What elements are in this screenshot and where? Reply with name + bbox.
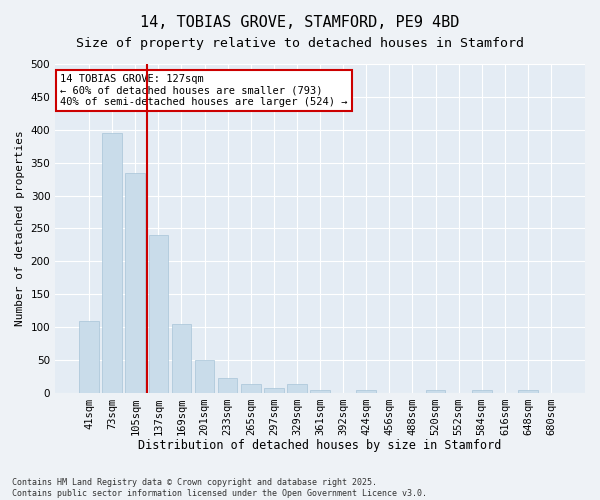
Bar: [79, 320, 99, 393]
Text: 14, TOBIAS GROVE, STAMFORD, PE9 4BD: 14, TOBIAS GROVE, STAMFORD, PE9 4BD: [140, 15, 460, 30]
Bar: [195, 360, 214, 393]
Bar: [241, 384, 260, 393]
Y-axis label: Number of detached properties: Number of detached properties: [15, 130, 25, 326]
X-axis label: Distribution of detached houses by size in Stamford: Distribution of detached houses by size …: [139, 440, 502, 452]
Bar: [472, 390, 491, 393]
Bar: [149, 235, 168, 393]
Bar: [518, 390, 538, 393]
Bar: [125, 172, 145, 393]
Bar: [103, 133, 122, 393]
Bar: [310, 390, 330, 393]
Bar: [172, 324, 191, 393]
Bar: [218, 378, 238, 393]
Bar: [287, 384, 307, 393]
Bar: [426, 390, 445, 393]
Bar: [356, 390, 376, 393]
Text: Contains HM Land Registry data © Crown copyright and database right 2025.
Contai: Contains HM Land Registry data © Crown c…: [12, 478, 427, 498]
Text: Size of property relative to detached houses in Stamford: Size of property relative to detached ho…: [76, 38, 524, 51]
Bar: [264, 388, 284, 393]
Text: 14 TOBIAS GROVE: 127sqm
← 60% of detached houses are smaller (793)
40% of semi-d: 14 TOBIAS GROVE: 127sqm ← 60% of detache…: [61, 74, 348, 107]
